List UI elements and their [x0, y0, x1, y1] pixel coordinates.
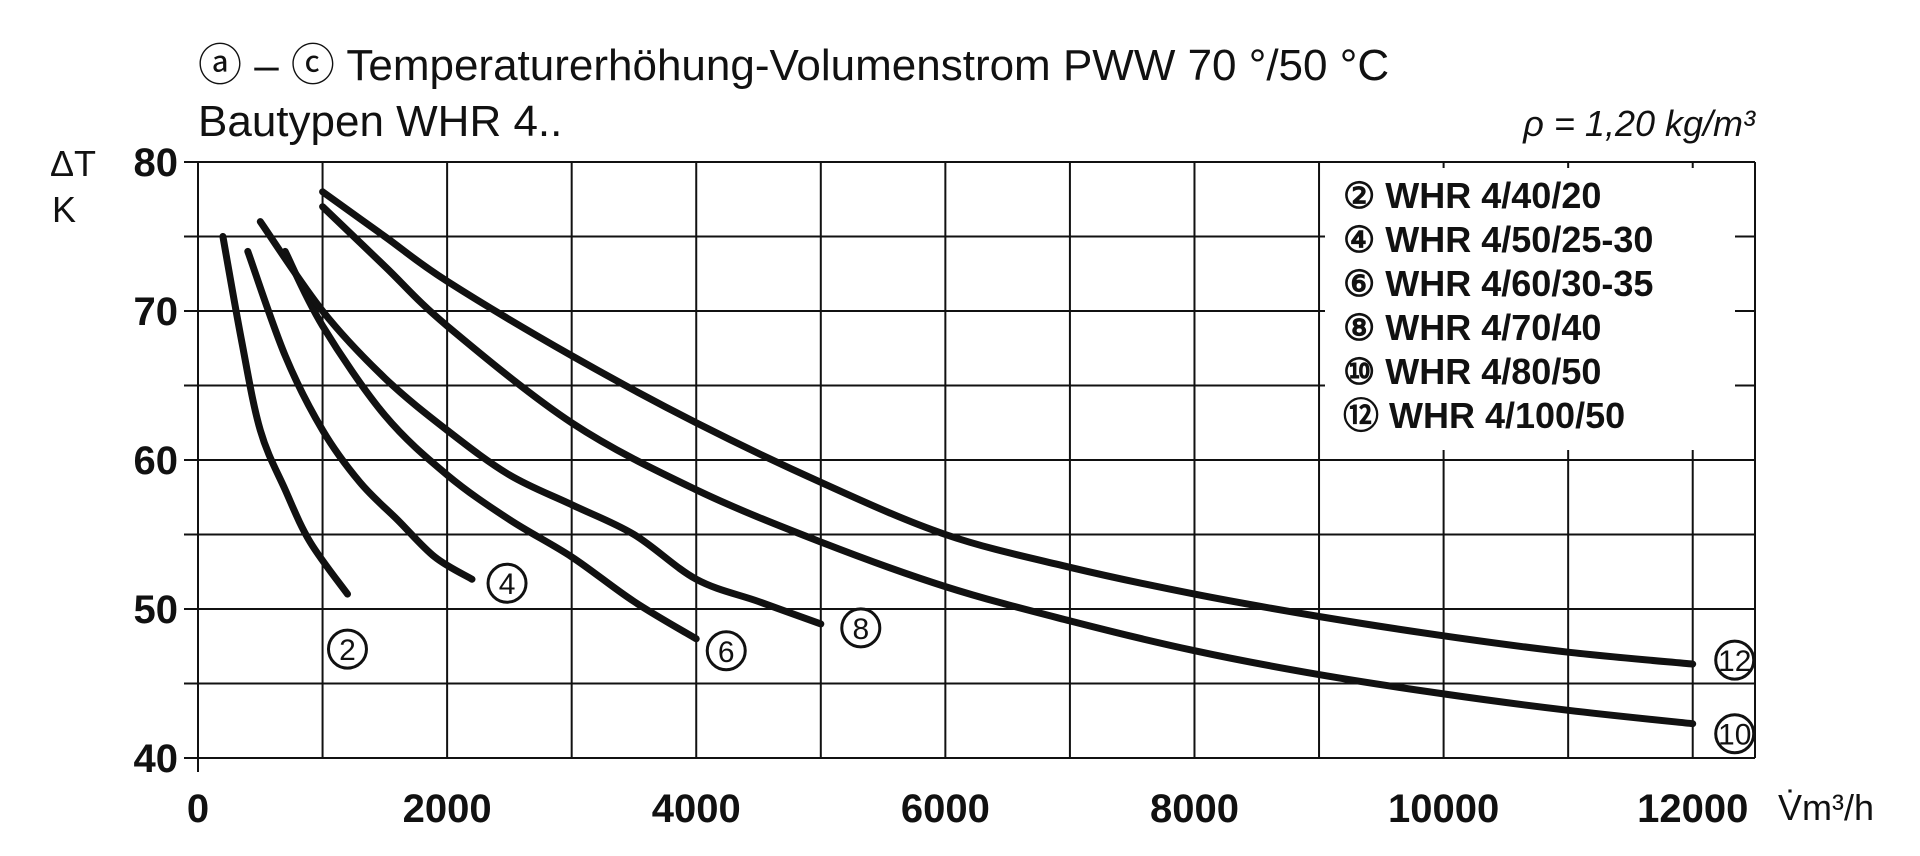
series-line [219, 233, 351, 598]
y-tick-label: 60 [134, 439, 179, 483]
series-end-marker: 2 [339, 634, 356, 667]
series-line [319, 188, 1697, 668]
y-axis-label: ΔT [50, 143, 96, 184]
series-end-marker: 12 [1718, 645, 1751, 678]
y-axis-unit: K [52, 189, 76, 230]
series-line [256, 218, 825, 628]
series-line [319, 203, 1697, 728]
series-end-marker: 10 [1718, 719, 1751, 752]
legend-entry: ⑧ WHR 4/70/40 [1343, 307, 1601, 348]
series-line [281, 247, 700, 643]
x-tick-label: 8000 [1150, 787, 1239, 831]
x-tick-label: 10000 [1388, 787, 1499, 831]
series-line [244, 247, 476, 583]
x-tick-label: 0 [187, 787, 209, 831]
series-end-marker-circle [326, 628, 368, 670]
x-axis-label: V̇ [1778, 787, 1802, 828]
chart-subtitle: Bautypen WHR 4.. [198, 97, 562, 146]
legend-entry: ⑫ WHR 4/100/50 [1343, 395, 1625, 436]
series-end-marker-circle [705, 630, 747, 672]
series-lines [219, 188, 1697, 728]
legend-entry: ④ WHR 4/50/25-30 [1343, 219, 1653, 260]
series-end-marker-circle [1714, 713, 1756, 755]
legend: ② WHR 4/40/20④ WHR 4/50/25-30⑥ WHR 4/60/… [1343, 175, 1653, 436]
x-tick-label: 6000 [901, 787, 990, 831]
series-end-marker: 8 [852, 613, 869, 646]
series-end-marker-circle [1714, 639, 1756, 681]
legend-entry: ⑥ WHR 4/60/30-35 [1343, 263, 1653, 304]
series-markers: 2 4 6 8 10 12 [326, 562, 1756, 755]
tick-labels: 0 2000 4000 6000 8000 10000 12000 40 50 60 70 80 [134, 141, 1749, 831]
series-end-marker: 4 [499, 568, 516, 601]
density-note: ρ = 1,20 kg/m³ [1522, 103, 1756, 144]
legend-entry: ② WHR 4/40/20 [1343, 175, 1601, 216]
series-end-marker-circle [486, 562, 528, 604]
chart-title: ⓐ – ⓒ Temperaturerhöhung-Volumenstrom PW… [198, 41, 1389, 90]
series-end-marker: 6 [718, 636, 735, 669]
x-tick-label: 2000 [403, 787, 492, 831]
x-axis-unit: m³/h [1802, 787, 1874, 828]
series-end-marker-circle [840, 607, 882, 649]
y-tick-label: 50 [134, 588, 179, 632]
x-tick-label: 12000 [1637, 787, 1748, 831]
y-tick-label: 70 [134, 290, 179, 334]
y-tick-label: 80 [134, 141, 179, 185]
x-tick-label: 4000 [652, 787, 741, 831]
y-tick-label: 40 [134, 737, 179, 781]
legend-entry: ⑩ WHR 4/80/50 [1343, 351, 1601, 392]
legend-background [1325, 168, 1735, 450]
